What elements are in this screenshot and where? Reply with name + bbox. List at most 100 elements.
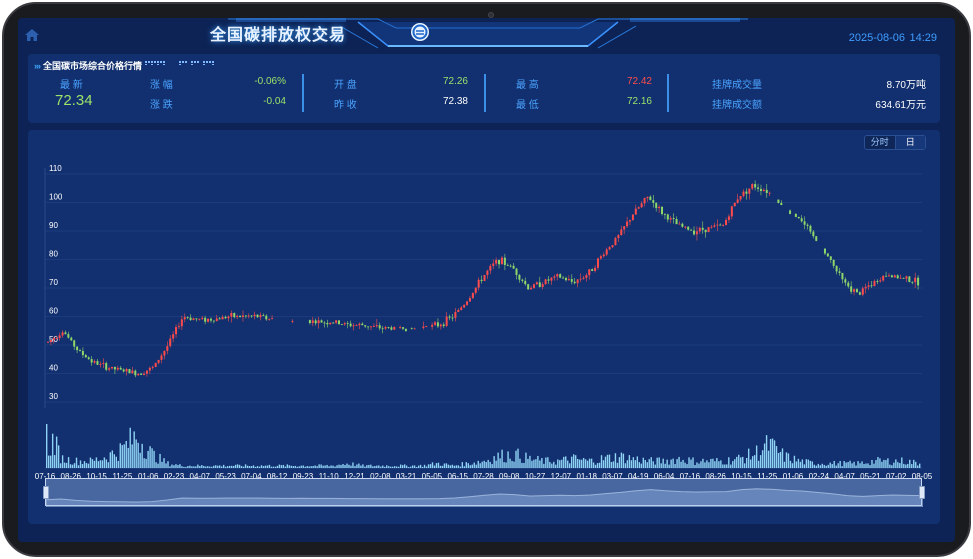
- volume-bar: [811, 461, 814, 468]
- candle-body: [367, 326, 370, 328]
- volume-bar: [662, 458, 664, 468]
- candle-body: [247, 315, 250, 317]
- volume-bar: [451, 464, 454, 468]
- divider: [302, 74, 304, 112]
- volume-bar: [654, 464, 656, 468]
- volume-bar: [248, 466, 251, 468]
- y-tick-label: 30: [49, 392, 58, 401]
- x-tick-label: 11-25: [757, 472, 777, 481]
- candle-body: [733, 202, 736, 207]
- volume-bar: [270, 466, 273, 468]
- volume-bar: [596, 463, 599, 468]
- volume-bar: [678, 456, 680, 468]
- volume-bar: [879, 458, 881, 468]
- candle-body: [413, 328, 416, 330]
- open-label: 开 盘: [334, 80, 357, 91]
- candle-body: [762, 189, 765, 192]
- candle-body: [93, 361, 96, 363]
- x-tick-label: 01-06: [138, 472, 159, 481]
- volume-bar: [61, 455, 64, 468]
- zoom-slider[interactable]: [43, 478, 925, 508]
- volume-bar: [384, 466, 386, 468]
- volume-bar: [588, 458, 591, 468]
- candle-body: [96, 361, 99, 365]
- volume-bar: [672, 458, 674, 468]
- y-tick-label: 60: [49, 307, 58, 316]
- volume-bar: [427, 464, 430, 468]
- volume-bar: [207, 466, 209, 468]
- volume-bar: [238, 464, 241, 468]
- x-tick-label: 07-16: [680, 472, 701, 481]
- volume-bar: [483, 460, 485, 468]
- slider-handle-right[interactable]: [919, 486, 925, 499]
- volume-bar: [891, 465, 893, 468]
- candle-body: [262, 315, 265, 316]
- candle-body: [544, 279, 547, 285]
- volume-bar: [877, 457, 879, 468]
- candle-body: [209, 318, 212, 321]
- volume-bar: [543, 463, 545, 468]
- candle-body: [108, 368, 111, 370]
- volume-bar: [815, 465, 817, 468]
- candle-body: [340, 324, 343, 325]
- low-label: 最 低: [516, 100, 539, 111]
- volume-bar: [348, 464, 350, 468]
- volume-bar: [316, 466, 318, 468]
- volume-bar: [441, 465, 444, 468]
- x-tick-label: 12-21: [344, 472, 365, 481]
- candle-body: [195, 318, 198, 320]
- volume-bar: [688, 457, 690, 468]
- volume-bar: [867, 463, 869, 468]
- volume-bar: [246, 465, 249, 468]
- volume-bar: [851, 463, 853, 468]
- candle-body: [375, 325, 378, 327]
- candle-body: [646, 196, 649, 199]
- candle-body: [512, 265, 515, 269]
- volume-bar: [813, 464, 816, 468]
- candle-body: [431, 324, 434, 327]
- volume-bar: [799, 461, 802, 468]
- volume-bar: [425, 466, 428, 468]
- volume-bar: [909, 459, 911, 468]
- volume-bar: [240, 466, 243, 468]
- candle-body: [175, 327, 178, 335]
- candle-body: [204, 317, 207, 322]
- volume-bar: [304, 466, 306, 468]
- candle-body: [361, 323, 364, 326]
- high-value: 72.42: [626, 76, 652, 87]
- candle-body: [463, 304, 466, 308]
- candle-body: [678, 223, 681, 225]
- candle-body: [308, 320, 311, 324]
- candle-body: [61, 332, 64, 336]
- volume-bar: [664, 463, 666, 468]
- tab-daily[interactable]: 日: [895, 136, 925, 149]
- candle-body: [169, 338, 172, 347]
- volume-bar: [761, 450, 764, 468]
- volume-bar: [228, 465, 231, 468]
- kline-chart[interactable]: 1101009080706050403007-1608-2610-1511-25…: [28, 130, 940, 524]
- volume-bar: [394, 466, 396, 468]
- x-tick-label: 05-05: [422, 472, 443, 481]
- volume-bar: [708, 462, 710, 468]
- volume-bar: [738, 454, 740, 468]
- slider-handle-left[interactable]: [43, 486, 49, 499]
- volume-bar: [755, 445, 758, 468]
- volume-bar: [447, 464, 450, 468]
- candle-body: [326, 322, 329, 325]
- volume-bar: [298, 466, 300, 468]
- candle-body: [905, 276, 908, 279]
- volume-bar: [431, 462, 434, 468]
- candle-body: [885, 275, 888, 277]
- volume-bar: [145, 458, 147, 468]
- volume-bar: [895, 459, 897, 468]
- candle-body: [530, 287, 533, 290]
- tab-intraday[interactable]: 分时: [865, 136, 896, 149]
- volume-bar: [855, 465, 857, 468]
- candle-body: [79, 350, 82, 351]
- volume-bar: [610, 461, 613, 468]
- volume-bar: [372, 466, 374, 468]
- candle-body: [64, 332, 67, 335]
- home-icon[interactable]: [24, 28, 40, 42]
- volume-bar: [680, 461, 682, 468]
- volume-bar: [614, 453, 617, 468]
